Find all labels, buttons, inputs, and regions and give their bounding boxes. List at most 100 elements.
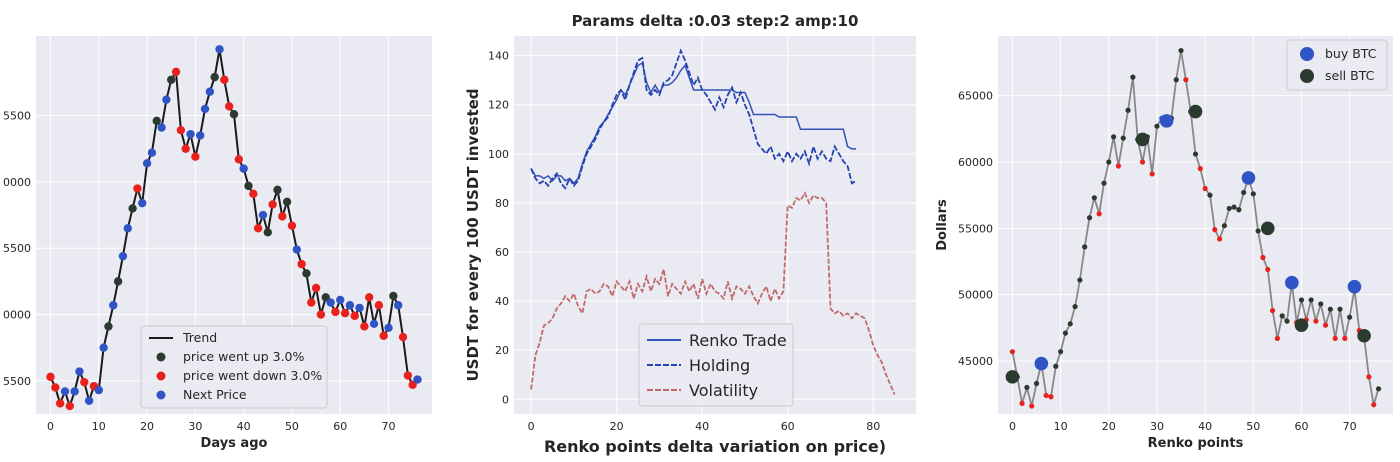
price-point-down — [191, 152, 200, 161]
price-point-up — [321, 293, 330, 302]
y-tick-label: 5500 — [3, 375, 31, 388]
x-tick-label: 0 — [1009, 420, 1016, 433]
price-point-up — [389, 291, 398, 301]
renko-point-up — [1327, 306, 1333, 312]
price-point-next — [186, 129, 195, 139]
price-point-next — [355, 303, 364, 313]
renko-point-up — [1058, 349, 1064, 355]
legend-dot-swatch — [1300, 47, 1314, 61]
renko-point-down — [1197, 166, 1203, 172]
y-tick-label: 140 — [488, 50, 509, 63]
y-tick-label: 120 — [488, 99, 509, 112]
price-point-down — [268, 200, 277, 209]
x-tick-label: 70 — [382, 420, 396, 433]
price-point-up — [113, 277, 123, 286]
x-tick-label: 80 — [866, 420, 880, 433]
buy-marker — [1034, 356, 1049, 371]
sell-marker — [1260, 221, 1275, 236]
renko-point-down — [1371, 402, 1377, 408]
y-tick-label: 45000 — [958, 355, 993, 368]
price-point-down — [278, 212, 287, 221]
price-point-down — [55, 399, 65, 408]
price-point-next — [157, 123, 166, 132]
renko-point-down — [1183, 77, 1189, 83]
price-point-up — [244, 181, 253, 191]
sell-marker — [1294, 318, 1309, 332]
buy-marker — [1241, 171, 1256, 185]
y-tick-label: 0 — [502, 393, 509, 406]
x-tick-label: 30 — [188, 420, 202, 433]
renko-point-down — [1274, 335, 1280, 341]
y-tick-label: 5500 — [3, 110, 31, 123]
price-point-down — [379, 331, 388, 340]
price-point-next — [99, 343, 108, 352]
renko-point-up — [1062, 330, 1069, 336]
y-tick-label: 40 — [495, 295, 509, 308]
buy-marker — [1285, 275, 1299, 290]
x-tick-label: 60 — [1294, 420, 1308, 433]
price-point-down — [297, 259, 306, 269]
renko-point-down — [1332, 335, 1338, 341]
renko-point-up — [1082, 244, 1088, 250]
price-point-down — [398, 332, 408, 342]
renko-point-up — [1086, 215, 1093, 221]
y-tick-label: 100 — [488, 148, 509, 161]
price-point-next — [60, 387, 70, 396]
price-point-up — [152, 116, 161, 126]
renko-point-down — [1048, 394, 1054, 400]
renko-point-down — [1149, 171, 1155, 177]
price-point-next — [195, 131, 205, 140]
y-tick-label: 20 — [495, 344, 509, 357]
renko-point-up — [1284, 318, 1290, 324]
price-point-down — [234, 155, 244, 164]
price-point-down — [316, 310, 326, 319]
price-point-down — [220, 75, 229, 84]
renko-point-up — [1236, 207, 1242, 213]
sell-marker — [1357, 328, 1371, 343]
legend-dot-swatch — [156, 390, 166, 400]
price-point-up — [167, 75, 176, 84]
y-tick-label: 65000 — [958, 90, 993, 103]
renko-point-down — [1009, 349, 1016, 355]
sell-marker — [1135, 132, 1150, 147]
renko-trades-chart: 0 10 20 30 40 50 60 70 45000 50000 55000 60000 65000… — [935, 36, 1393, 451]
x-tick-label: 0 — [47, 420, 54, 433]
renko-point-down — [1216, 236, 1223, 242]
price-point-up — [282, 197, 292, 206]
price-point-down — [51, 383, 60, 392]
renko-point-down — [1115, 163, 1122, 169]
y-axis-label: Dollars — [935, 199, 950, 251]
price-point-next — [384, 323, 393, 332]
price-point-next — [70, 387, 79, 396]
legend-label: Trend — [182, 330, 217, 345]
renko-point-up — [1173, 77, 1179, 83]
x-tick-label: 10 — [92, 420, 106, 433]
renko-comparison-chart: 0 20 40 60 80 0 20 40 60 80 100 120 140 Renko points … — [464, 36, 916, 456]
renko-point-up — [1111, 134, 1117, 140]
price-point-up — [229, 110, 239, 119]
renko-point-down — [1212, 227, 1218, 233]
price-point-next — [336, 295, 345, 305]
price-point-next — [239, 164, 248, 173]
renko-point-down — [1029, 403, 1035, 409]
price-point-next — [345, 301, 355, 310]
price-point-next — [369, 319, 379, 329]
price-point-next — [200, 104, 210, 114]
renko-point-up — [1178, 47, 1184, 54]
price-point-down — [307, 298, 316, 307]
legend-label: Holding — [689, 356, 750, 375]
price-point-next — [205, 87, 215, 96]
renko-point-down — [1269, 307, 1276, 314]
price-point-down — [253, 224, 263, 233]
price-point-next — [162, 95, 171, 104]
renko-point-up — [1347, 314, 1353, 320]
price-point-next — [94, 385, 103, 395]
x-tick-label: 0 — [528, 420, 535, 433]
y-tick-label: 60000 — [958, 156, 993, 169]
price-point-down — [408, 380, 417, 390]
legend-box — [638, 323, 794, 407]
renko-point-up — [1120, 135, 1126, 141]
renko-point-down — [1096, 211, 1102, 217]
sell-marker — [1188, 104, 1203, 119]
renko-point-up — [1255, 228, 1261, 234]
